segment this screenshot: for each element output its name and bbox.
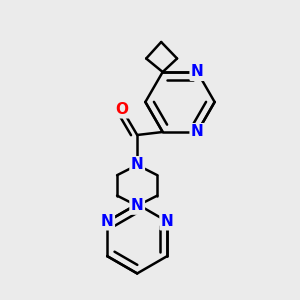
Text: N: N — [131, 198, 144, 213]
Text: N: N — [161, 214, 174, 229]
Text: N: N — [191, 64, 204, 80]
Text: N: N — [191, 124, 204, 140]
Text: N: N — [101, 214, 114, 229]
Text: N: N — [131, 158, 144, 172]
Text: O: O — [116, 102, 129, 117]
